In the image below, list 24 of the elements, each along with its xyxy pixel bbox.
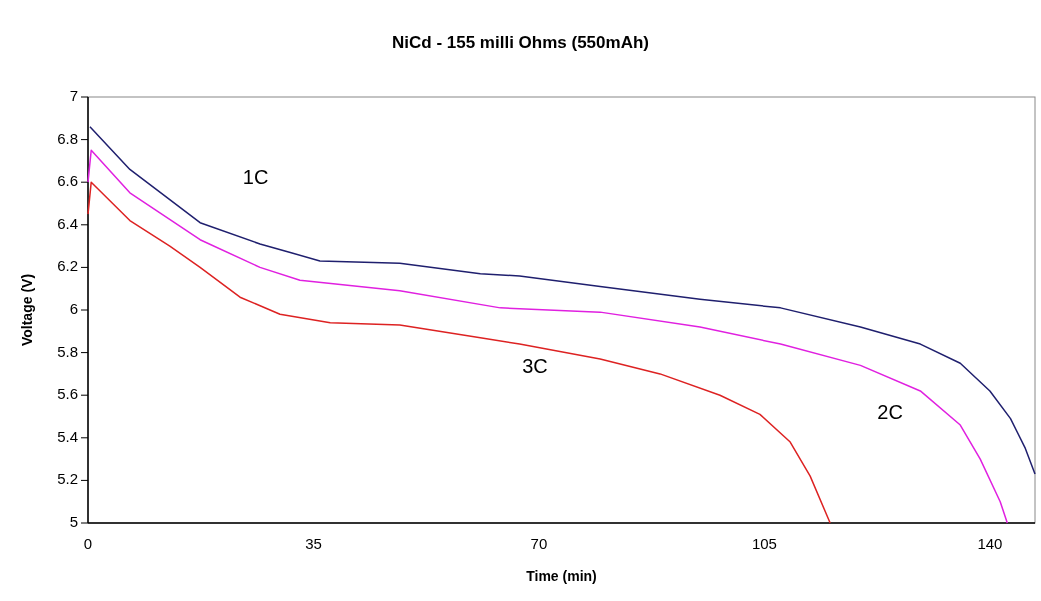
text: 1C [242,165,269,188]
chart-title: NiCd - 155 milli Ohms (550mAh) [392,33,649,52]
y-tick-label: 5 [69,512,78,530]
series-label: 3C [522,355,548,378]
x-tick-label: 0 [83,535,93,552]
x-tick-label: 35 [305,535,322,552]
x-axis-title: Time (min) [526,568,597,584]
y-tick-label: 6.4 [57,214,78,232]
y-axis-title: Voltage (V) [19,273,35,347]
y-tick-label: 7 [69,86,78,104]
y-tick-label: 6.6 [57,172,78,190]
series-label: 2C [877,401,903,424]
y-tick-label: 6 [69,299,78,317]
y-tick-label: 5.4 [57,427,78,445]
y-tick-label: 5.8 [57,342,78,360]
x-tick-label: 70 [530,535,548,552]
y-tick-label: 5.2 [57,470,78,488]
x-tick-label: 140 [977,535,1003,552]
line-series [87,149,1009,524]
x-tick-label: 105 [751,535,777,552]
y-tick-label: 5.6 [57,385,78,403]
line-series [89,126,1036,475]
y-tick-label: 6.2 [57,257,78,275]
y-tick-label: 6.8 [57,129,78,147]
